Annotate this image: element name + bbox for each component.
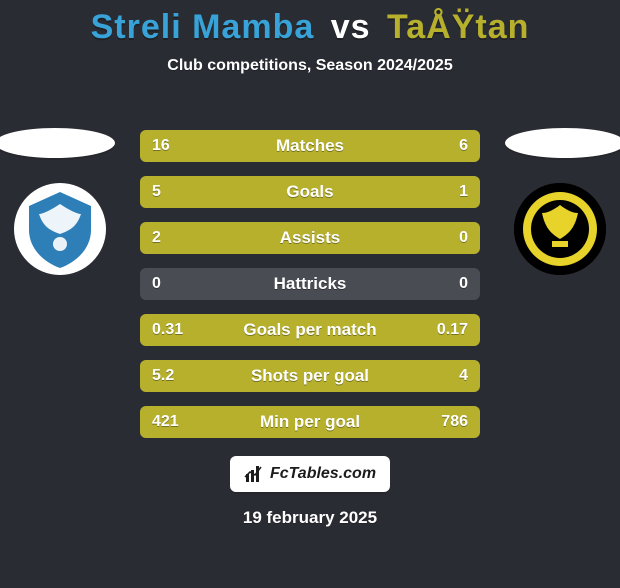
right-crest-icon [514,183,606,275]
title-player-left: Streli Mamba [91,8,315,46]
stat-row: 5 Goals 1 [140,176,480,208]
stat-value-left: 5 [152,183,161,201]
stat-label: Min per goal [260,412,360,432]
stat-label: Shots per goal [251,366,369,386]
stat-value-left: 0.31 [152,321,183,339]
stat-value-left: 421 [152,413,179,431]
stat-label: Goals [286,182,333,202]
right-ellipse [505,128,620,158]
stat-value-right: 0.17 [437,321,468,339]
stat-label: Goals per match [243,320,376,340]
stat-value-left: 0 [152,275,161,293]
stat-value-left: 5.2 [152,367,174,385]
right-club-crest [514,183,606,275]
stat-label: Assists [280,228,340,248]
stat-label: Matches [276,136,344,156]
page-title: Streli Mamba vs TaÅŸtan [0,8,620,47]
stat-value-right: 786 [441,413,468,431]
stat-value-right: 6 [459,137,468,155]
stat-value-right: 1 [459,183,468,201]
right-player-region [500,128,620,448]
stat-value-left: 2 [152,229,161,247]
stat-fill-left [140,176,422,208]
title-vs: vs [331,8,371,46]
comparison-rows: 16 Matches 6 5 Goals 1 2 Assists 0 0 Hattricks 0 0.3… [140,130,480,452]
stat-row: 5.2 Shots per goal 4 [140,360,480,392]
brand-text: FcTables.com [270,465,376,483]
left-ellipse [0,128,115,158]
stat-fill-right [422,176,480,208]
stat-fill-left [140,130,385,162]
stat-row: 2 Assists 0 [140,222,480,254]
stat-row: 16 Matches 6 [140,130,480,162]
subtitle: Club competitions, Season 2024/2025 [0,57,620,75]
stat-value-right: 0 [459,275,468,293]
brand-badge: FcTables.com [230,456,390,492]
stat-row: 0.31 Goals per match 0.17 [140,314,480,346]
stat-value-right: 0 [459,229,468,247]
stat-row: 0 Hattricks 0 [140,268,480,300]
chart-bars-icon [244,464,264,484]
stat-label: Hattricks [274,274,347,294]
left-player-region [0,128,120,448]
stat-value-left: 16 [152,137,170,155]
left-club-crest [14,183,106,275]
stat-row: 421 Min per goal 786 [140,406,480,438]
left-crest-icon [17,186,103,272]
stat-value-right: 4 [459,367,468,385]
title-player-right: TaÅŸtan [387,8,529,46]
date-text: 19 february 2025 [0,508,620,528]
